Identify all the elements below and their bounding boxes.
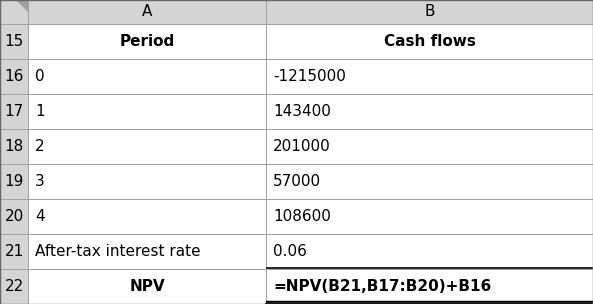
- Bar: [0, 164, 28, 199]
- Text: 16: 16: [4, 69, 24, 84]
- Text: 201000: 201000: [273, 139, 331, 154]
- Text: 15: 15: [4, 34, 24, 49]
- Text: 108600: 108600: [273, 209, 331, 224]
- Bar: [0, 24, 28, 59]
- Bar: [0, 199, 28, 234]
- Text: =NPV(B21,B17:B20)+B16: =NPV(B21,B17:B20)+B16: [273, 279, 491, 294]
- Bar: [266, 269, 593, 304]
- Text: Cash flows: Cash flows: [384, 34, 476, 49]
- Bar: [28, 129, 266, 164]
- Bar: [28, 164, 266, 199]
- Bar: [266, 129, 593, 164]
- Bar: [0, 269, 28, 304]
- Text: 0.06: 0.06: [273, 244, 307, 259]
- Bar: [28, 269, 266, 304]
- Text: A: A: [142, 5, 152, 19]
- Text: 143400: 143400: [273, 104, 331, 119]
- Bar: [266, 234, 593, 269]
- Bar: [0, 234, 28, 269]
- Text: 1: 1: [35, 104, 44, 119]
- Text: 19: 19: [4, 174, 24, 189]
- Text: 4: 4: [35, 209, 44, 224]
- Bar: [266, 164, 593, 199]
- Text: 22: 22: [4, 279, 24, 294]
- Text: 0: 0: [35, 69, 44, 84]
- Text: 57000: 57000: [273, 174, 321, 189]
- Bar: [28, 0, 266, 24]
- Bar: [266, 199, 593, 234]
- Bar: [28, 234, 266, 269]
- Text: 21: 21: [4, 244, 24, 259]
- Bar: [28, 24, 266, 59]
- Text: 17: 17: [4, 104, 24, 119]
- Text: 3: 3: [35, 174, 44, 189]
- Bar: [0, 59, 28, 94]
- Bar: [28, 59, 266, 94]
- Text: 18: 18: [4, 139, 24, 154]
- Text: -1215000: -1215000: [273, 69, 346, 84]
- Text: NPV: NPV: [129, 279, 165, 294]
- Bar: [28, 199, 266, 234]
- Bar: [266, 24, 593, 59]
- Text: B: B: [424, 5, 435, 19]
- Bar: [0, 94, 28, 129]
- Text: 20: 20: [4, 209, 24, 224]
- Bar: [266, 0, 593, 24]
- Bar: [0, 0, 28, 24]
- Bar: [266, 59, 593, 94]
- Bar: [28, 94, 266, 129]
- Text: Period: Period: [119, 34, 174, 49]
- Text: 2: 2: [35, 139, 44, 154]
- Bar: [0, 129, 28, 164]
- Bar: [266, 94, 593, 129]
- Polygon shape: [16, 0, 28, 12]
- Text: After-tax interest rate: After-tax interest rate: [35, 244, 200, 259]
